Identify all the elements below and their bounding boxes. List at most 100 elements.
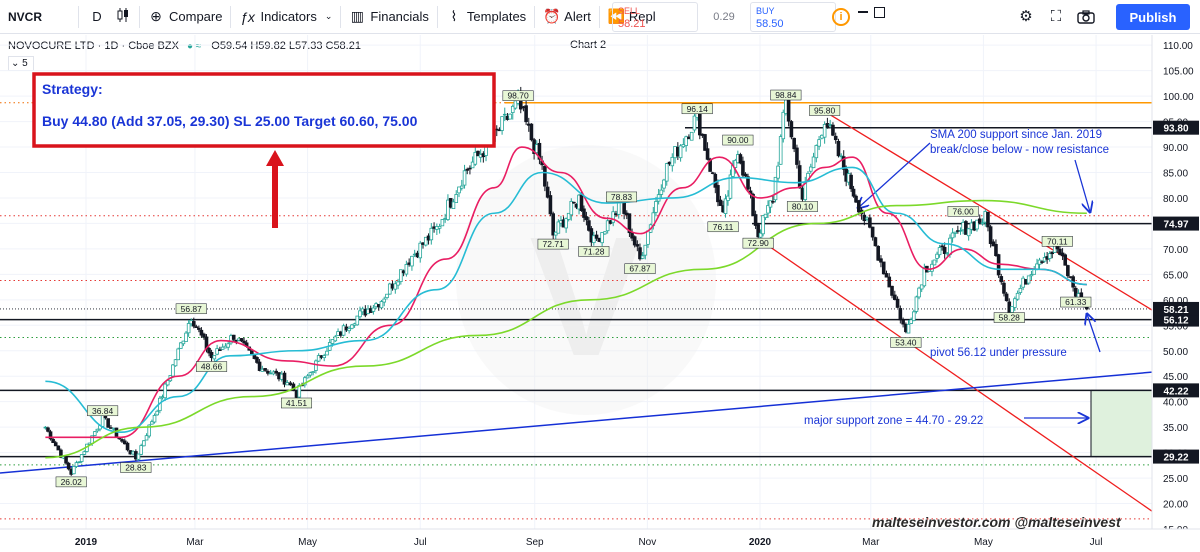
point-label: 98.84 bbox=[775, 90, 797, 100]
candle-body bbox=[446, 199, 450, 220]
candle-body bbox=[59, 449, 63, 458]
candle-body bbox=[728, 174, 733, 199]
watermark-text: malteseinvestor.com @malteseinvest bbox=[872, 514, 1122, 530]
candle-body bbox=[589, 228, 594, 243]
candle-body bbox=[288, 382, 293, 386]
point-label-box bbox=[707, 221, 739, 233]
price-tick-label: 60.00 bbox=[1163, 296, 1188, 307]
candle-type-button[interactable] bbox=[115, 0, 139, 34]
level-tag-bg bbox=[1153, 120, 1199, 135]
point-label: 71.28 bbox=[583, 246, 605, 256]
toolbar-divider bbox=[598, 5, 600, 28]
point-label: 90.00 bbox=[727, 135, 749, 145]
candle-body bbox=[82, 451, 87, 455]
candle-body bbox=[811, 156, 816, 169]
maximize-icon[interactable] bbox=[874, 7, 885, 18]
candle-body bbox=[163, 383, 167, 399]
point-label: 95.80 bbox=[814, 106, 836, 116]
candle-body bbox=[986, 211, 990, 228]
info-icon[interactable]: i bbox=[832, 8, 850, 26]
gear-icon[interactable]: ⚙ bbox=[1019, 8, 1033, 25]
toolbar-divider bbox=[436, 5, 438, 28]
candle-body bbox=[980, 222, 985, 225]
point-label-box bbox=[770, 89, 802, 101]
candle-body bbox=[266, 370, 270, 374]
candle-body bbox=[1015, 292, 1020, 300]
level-tag: 42.22 bbox=[1163, 386, 1188, 397]
sma-note-line2: break/close below - now resistance bbox=[930, 144, 1109, 156]
compare-button[interactable]: ⊕ Compare bbox=[140, 0, 230, 34]
candle-body bbox=[898, 308, 903, 321]
candle-body bbox=[977, 218, 982, 224]
point-label: 53.40 bbox=[895, 337, 917, 347]
candle-body bbox=[692, 115, 697, 131]
level-tag-bg bbox=[1153, 216, 1199, 231]
price-tick-label: 90.00 bbox=[1163, 143, 1188, 154]
templates-button[interactable]: ⌇ Templates bbox=[438, 0, 534, 34]
candle-body bbox=[958, 229, 963, 232]
candle-body bbox=[935, 253, 939, 259]
candle-body bbox=[325, 350, 329, 356]
candle-body bbox=[738, 154, 743, 164]
minimize-icon[interactable] bbox=[858, 11, 868, 13]
sma-fast-line bbox=[45, 146, 1087, 439]
candle-body bbox=[454, 194, 459, 203]
candle-body bbox=[569, 201, 574, 216]
replay-label: Repl bbox=[628, 9, 656, 24]
financials-button[interactable]: ▥ Financials bbox=[341, 0, 437, 34]
candle-body bbox=[459, 185, 464, 189]
strategy-box: Strategy: Buy 44.80 (Add 37.05, 29.30) S… bbox=[32, 72, 496, 148]
candle-body bbox=[773, 176, 778, 201]
level-tag: 56.12 bbox=[1163, 316, 1188, 327]
candle-body bbox=[285, 382, 290, 386]
candle-body bbox=[1013, 298, 1017, 308]
interval-button[interactable]: D bbox=[92, 9, 102, 24]
time-tick-label: 2020 bbox=[749, 537, 772, 548]
sma-note-line1: SMA 200 support since Jan. 2019 bbox=[930, 129, 1102, 141]
candle-body bbox=[833, 135, 838, 141]
candle-body bbox=[716, 185, 720, 203]
toolbar-divider bbox=[230, 5, 232, 28]
templates-label: Templates bbox=[466, 9, 527, 24]
candle-body bbox=[314, 360, 318, 371]
level-tag: 74.97 bbox=[1163, 220, 1188, 231]
support-zone bbox=[1090, 389, 1152, 458]
time-scale[interactable]: 2019 Mar May Jul Sep Nov 2020 Mar May Jul bbox=[0, 528, 1200, 552]
volume-select-value: 5 bbox=[22, 58, 28, 69]
chevron-down-icon: ⌄ bbox=[324, 11, 333, 21]
publish-button[interactable]: Publish bbox=[1116, 4, 1190, 30]
candle-body bbox=[579, 194, 584, 212]
sma-200-line bbox=[45, 199, 1087, 459]
candle-body bbox=[1018, 288, 1023, 293]
toolbar-divider bbox=[139, 5, 140, 28]
indicators-button[interactable]: ƒx Indicators ⌄ bbox=[231, 0, 340, 34]
ohlc-high: H59.82 bbox=[250, 40, 286, 52]
alert-button[interactable]: ⏰ Alert bbox=[535, 0, 599, 34]
camera-icon[interactable] bbox=[1076, 7, 1096, 27]
candle-body bbox=[718, 199, 723, 206]
fullscreen-icon[interactable]: ⛶ bbox=[1050, 8, 1062, 25]
candle-body bbox=[508, 113, 512, 120]
candle-body bbox=[529, 123, 534, 141]
price-tick-label: 85.00 bbox=[1163, 169, 1188, 180]
point-label: 36.84 bbox=[92, 406, 114, 416]
compare-label: Compare bbox=[169, 9, 223, 24]
candle-body bbox=[66, 462, 71, 470]
trend-drawings bbox=[0, 110, 1152, 512]
candle-body bbox=[870, 226, 875, 238]
candle-body bbox=[876, 245, 880, 261]
point-label: 76.11 bbox=[713, 222, 734, 232]
candle-body bbox=[622, 202, 626, 214]
candle-body bbox=[418, 242, 423, 259]
ohlc-close: C58.21 bbox=[325, 40, 361, 52]
candle-body bbox=[152, 415, 157, 423]
sell-button[interactable]: SELL 58.21 bbox=[612, 2, 698, 32]
candle-body bbox=[822, 124, 827, 138]
moving-averages bbox=[45, 146, 1087, 459]
candle-body bbox=[191, 321, 196, 327]
symbol-search[interactable]: NVCR bbox=[8, 9, 43, 24]
candle-body bbox=[703, 134, 707, 151]
price-level-tags: 93.80 74.97 56.12 42.22 29.22 58.21 bbox=[1153, 120, 1199, 464]
